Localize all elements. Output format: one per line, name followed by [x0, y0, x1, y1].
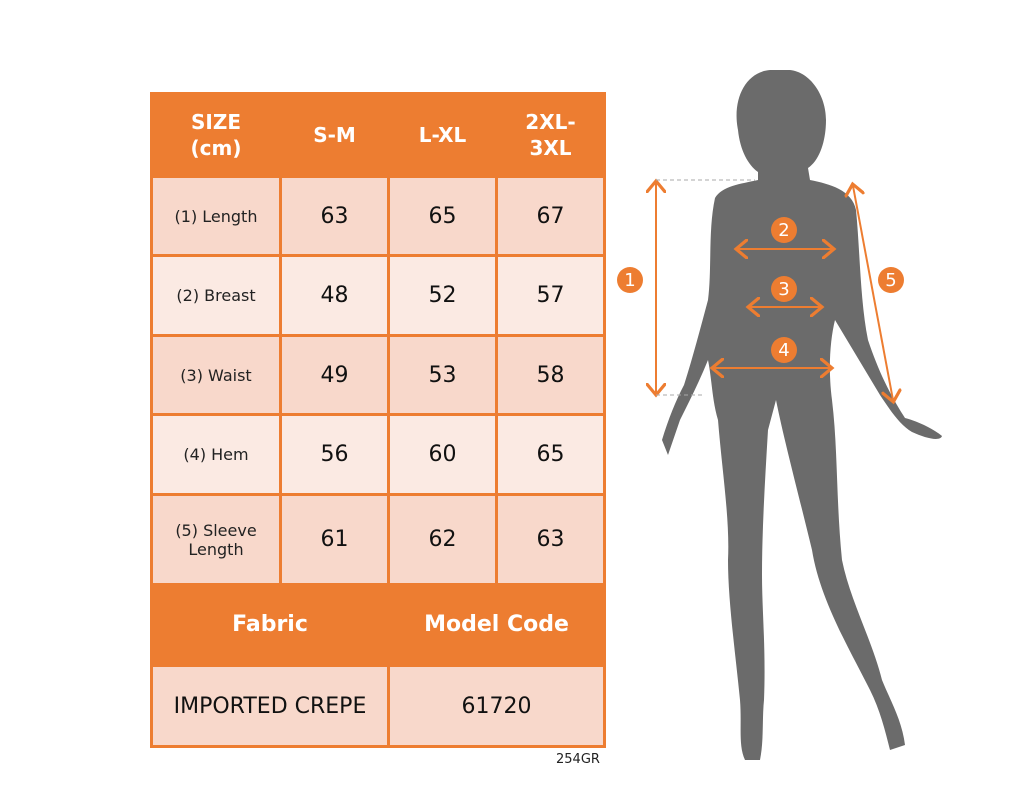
header-l-xl: L-XL: [387, 92, 498, 178]
fabric-header: Fabric: [150, 583, 390, 667]
row-label: (2) Breast: [150, 254, 282, 337]
marker-5-icon: [878, 267, 904, 293]
marker-5: 5: [885, 270, 896, 291]
sleeve-arrow: [853, 186, 893, 400]
marker-1-icon: [617, 267, 643, 293]
header-row: SIZE (cm) S-M L-XL 2XL-3XL: [150, 92, 606, 178]
marker-4: 4: [778, 340, 789, 361]
cell: 67: [495, 175, 606, 257]
cell: 63: [279, 175, 390, 257]
row-label-line1: (5) Sleeve: [175, 520, 257, 540]
header-s-m: S-M: [279, 92, 390, 178]
table-row: (2) Breast 48 52 57: [150, 254, 606, 337]
cell: 53: [387, 334, 498, 416]
marker-3: 3: [778, 279, 789, 300]
marker-1: 1: [624, 270, 635, 291]
marker-3-icon: [771, 276, 797, 302]
size-chart-table: SIZE (cm) S-M L-XL 2XL-3XL (1) Length 63 …: [150, 92, 606, 748]
cell: 48: [279, 254, 390, 337]
row-label: (4) Hem: [150, 413, 282, 496]
cell: 63: [495, 493, 606, 586]
header-size-line2: (cm): [190, 136, 242, 160]
model-code-header: Model Code: [387, 583, 606, 667]
cell: 58: [495, 334, 606, 416]
table-row: (4) Hem 56 60 65: [150, 413, 606, 496]
header-size-line1: SIZE: [190, 110, 241, 134]
cell: 52: [387, 254, 498, 337]
header-2xl-3xl-label: 2XL-3XL: [525, 110, 576, 160]
table-row: (1) Length 63 65 67: [150, 175, 606, 257]
marker-4-icon: [771, 337, 797, 363]
cell: 62: [387, 493, 498, 586]
marker-2-icon: [771, 217, 797, 243]
row-label-line2: Length: [188, 539, 244, 559]
product-code: 254GR: [556, 752, 600, 767]
cell: 60: [387, 413, 498, 496]
table-row: (5) Sleeve Length 61 62 63: [150, 493, 606, 586]
cell: 65: [387, 175, 498, 257]
cell: 65: [495, 413, 606, 496]
row-label: (3) Waist: [150, 334, 282, 416]
cell: 49: [279, 334, 390, 416]
cell: 56: [279, 413, 390, 496]
footer-value-row: IMPORTED CREPE 61720: [150, 664, 606, 748]
header-size: SIZE (cm): [150, 92, 282, 178]
cell: 57: [495, 254, 606, 337]
table-row: (3) Waist 49 53 58: [150, 334, 606, 416]
fabric-value: IMPORTED CREPE: [150, 664, 390, 748]
footer-header-row: Fabric Model Code: [150, 583, 606, 667]
woman-silhouette: [662, 70, 942, 760]
row-label: (5) Sleeve Length: [150, 493, 282, 586]
model-code-value: 61720: [387, 664, 606, 748]
header-2xl-3xl: 2XL-3XL: [495, 92, 606, 178]
row-label: (1) Length: [150, 175, 282, 257]
marker-2: 2: [778, 220, 789, 241]
cell: 61: [279, 493, 390, 586]
